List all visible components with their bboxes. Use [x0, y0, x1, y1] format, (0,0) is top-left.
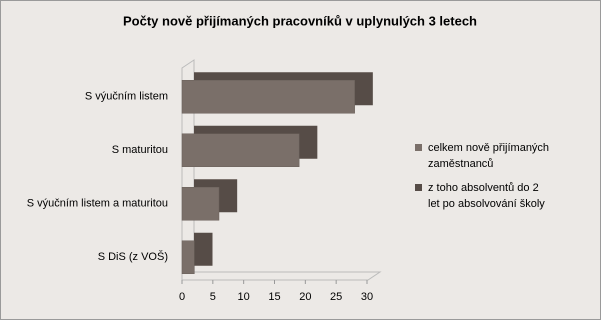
bar [194, 232, 213, 266]
legend-line: zaměstnanců [428, 158, 493, 170]
y-tick-label: S výučním listem [85, 91, 168, 103]
x-tick-label: 10 [238, 291, 250, 303]
legend-swatch [415, 184, 422, 191]
legend-label: z toho absolventů do 2 let po absolvování… [428, 182, 545, 210]
x-tick-label: 0 [179, 291, 185, 303]
bar [181, 133, 300, 167]
legend-swatch [415, 144, 422, 151]
legend-label: celkem nově přijímaných zaměstnanců [428, 142, 549, 170]
x-tick-label: 15 [268, 291, 280, 303]
x-tick-label: 5 [210, 291, 216, 303]
chart-title: Počty nově přijímaných pracovníků v uply… [123, 13, 477, 28]
y-tick-label: S DiS (z VOŠ) [98, 250, 168, 263]
x-tick-label: 30 [361, 291, 373, 303]
legend-line: celkem nově přijímaných [428, 142, 549, 154]
x-tick-label: 20 [299, 291, 311, 303]
bar [181, 187, 220, 221]
y-tick-label: S maturitou [112, 144, 168, 156]
legend-line: let po absolvování školy [428, 198, 545, 210]
bar [181, 80, 355, 114]
bar [181, 240, 195, 274]
y-tick-label: S výučním listem a maturitou [27, 198, 168, 210]
x-tick-label: 25 [330, 291, 342, 303]
legend-line: z toho absolventů do 2 [428, 182, 539, 194]
